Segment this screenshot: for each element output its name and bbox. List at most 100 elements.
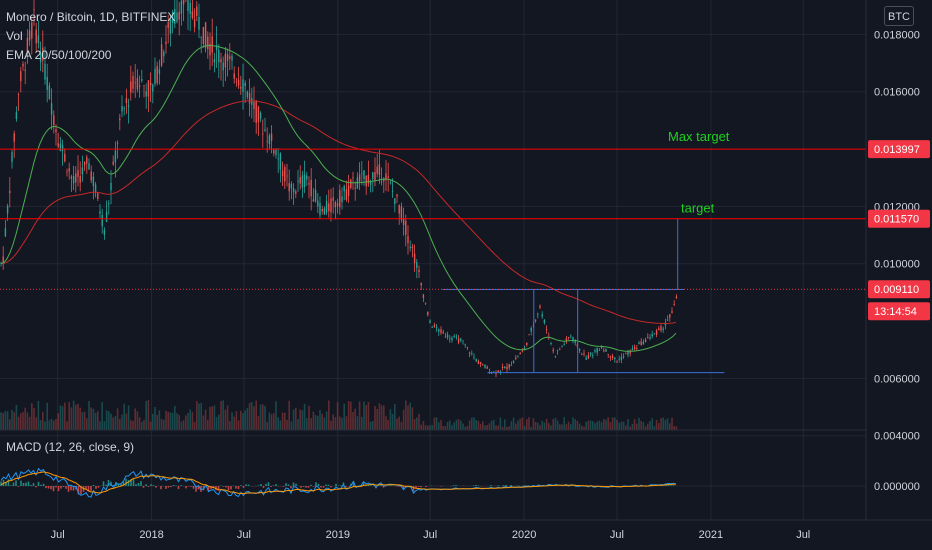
macd-histogram-bar xyxy=(152,485,155,486)
volume-bar xyxy=(108,411,110,430)
volume-bar xyxy=(561,424,563,430)
candle-body xyxy=(22,63,24,67)
macd-histogram-bar xyxy=(42,483,45,486)
volume-bar xyxy=(279,420,282,430)
macd-histogram-bar xyxy=(165,486,167,489)
macd-histogram-bar xyxy=(312,486,315,487)
candle-body xyxy=(13,133,15,142)
volume-bar xyxy=(61,406,64,430)
candle-body xyxy=(411,246,414,248)
volume-bar xyxy=(354,408,356,430)
volume-bar xyxy=(266,421,268,430)
volume-bar xyxy=(103,421,106,430)
candle-body xyxy=(83,162,86,166)
volume-bar xyxy=(119,419,121,430)
volume-bar xyxy=(145,400,147,430)
volume-bar xyxy=(226,405,229,430)
candle-body xyxy=(442,331,444,334)
macd-histogram-bar xyxy=(170,486,172,488)
macd-histogram-bar xyxy=(17,486,20,487)
volume-bar xyxy=(521,417,524,430)
candle-body xyxy=(53,115,55,125)
volume-bar xyxy=(611,417,614,430)
volume-bar xyxy=(123,403,125,430)
volume-bar xyxy=(50,418,53,430)
candle-body xyxy=(631,348,634,351)
candle-body xyxy=(431,327,433,328)
candle-body xyxy=(191,11,194,18)
macd-indicator-label[interactable]: MACD (12, 26, close, 9) xyxy=(6,440,135,454)
currency-button[interactable]: BTC xyxy=(884,6,914,26)
volume-bar xyxy=(235,411,238,430)
x-tick-label: 2021 xyxy=(699,529,723,541)
macd-histogram-bar xyxy=(307,486,310,488)
macd-histogram-bar xyxy=(247,484,250,486)
volume-bar xyxy=(598,420,601,430)
candle-body xyxy=(512,361,515,363)
volume-bar xyxy=(411,407,414,430)
candle-body xyxy=(35,29,37,44)
ema-indicator-label[interactable]: EMA 20/50/100/200 xyxy=(6,48,112,62)
volume-bar xyxy=(229,421,231,430)
candle-body xyxy=(116,142,119,144)
candle-body xyxy=(207,36,209,50)
volume-bar xyxy=(70,407,73,430)
candle-body xyxy=(374,172,376,181)
candle-body xyxy=(55,129,57,133)
candle-body xyxy=(517,356,519,358)
candle-body xyxy=(396,194,398,197)
candle-body xyxy=(132,76,134,89)
volume-indicator-label[interactable]: Vol xyxy=(6,29,23,43)
candle-body xyxy=(20,71,22,82)
macd-histogram-bar xyxy=(102,481,105,486)
volume-bar xyxy=(127,405,130,430)
volume-bar xyxy=(640,420,642,430)
candle-body xyxy=(299,177,301,184)
macd-histogram-bar xyxy=(265,483,267,486)
candle-body xyxy=(484,364,486,368)
candle-body xyxy=(317,200,319,207)
volume-bar xyxy=(143,419,145,430)
volume-bar xyxy=(550,425,552,430)
candle-body xyxy=(149,82,152,86)
macd-histogram-bar xyxy=(172,485,175,486)
candle-body xyxy=(200,36,202,38)
candle-body xyxy=(462,340,464,342)
candle-body xyxy=(457,338,460,343)
volume-bar xyxy=(378,403,381,430)
macd-histogram-bar xyxy=(60,486,62,489)
macd-histogram-bar xyxy=(30,484,32,486)
volume-bar xyxy=(286,419,288,430)
max-target-price-label: 0.013997 xyxy=(874,144,920,156)
volume-bar xyxy=(68,402,70,430)
macd-histogram-bar xyxy=(377,485,380,486)
volume-bar xyxy=(457,419,460,430)
volume-bar xyxy=(369,421,372,430)
volume-bar xyxy=(268,412,271,430)
volume-bar xyxy=(570,424,572,430)
volume-bar xyxy=(112,417,114,430)
volume-bar xyxy=(182,420,185,430)
max-target-annotation: Max target xyxy=(668,129,730,144)
candle-body xyxy=(281,170,284,177)
y-tick-label: 0.018000 xyxy=(874,29,920,41)
candle-body xyxy=(358,174,361,182)
volume-bar xyxy=(64,402,66,430)
macd-histogram-bar xyxy=(670,485,672,486)
macd-histogram-bar xyxy=(140,481,142,486)
macd-histogram-bar xyxy=(90,486,92,491)
volume-bar xyxy=(449,420,451,430)
volume-bar xyxy=(380,405,383,430)
volume-bar xyxy=(515,423,517,430)
volume-bar xyxy=(435,417,438,430)
macd-histogram-bar xyxy=(142,486,145,488)
macd-histogram-bar xyxy=(475,485,477,486)
volume-bar xyxy=(660,418,662,430)
macd-histogram-bar xyxy=(12,482,15,486)
candle-body xyxy=(70,176,73,179)
x-tick-label: Jul xyxy=(423,529,437,541)
volume-bar xyxy=(79,407,81,430)
candle-body xyxy=(530,328,532,332)
candle-body xyxy=(385,173,387,180)
